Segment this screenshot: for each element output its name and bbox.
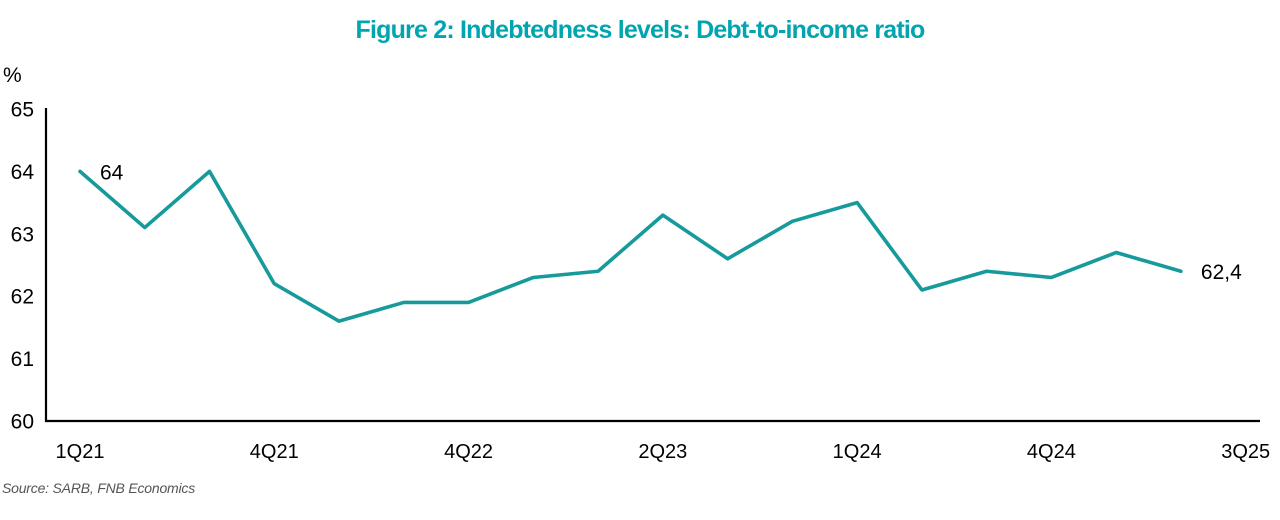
y-axis-unit-label: % — [3, 64, 22, 87]
y-tick-label: 65 — [11, 99, 34, 122]
source-note: Source: SARB, FNB Economics — [2, 480, 195, 496]
point-value-label: 62,4 — [1201, 261, 1242, 284]
x-tick-label: 4Q21 — [250, 441, 299, 463]
axis-lines — [44, 108, 1260, 423]
x-tick-label: 1Q21 — [56, 441, 105, 463]
y-tick-label: 61 — [11, 348, 34, 371]
point-value-label: 64 — [100, 161, 124, 184]
data-line — [78, 169, 1183, 323]
y-tick-label: 62 — [11, 286, 34, 309]
x-tick-label: 4Q22 — [444, 441, 493, 463]
x-tick-label: 1Q24 — [833, 441, 882, 463]
x-tick-label: 3Q25 — [1221, 441, 1270, 463]
chart-title: Figure 2: Indebtedness levels: Debt-to-i… — [355, 16, 925, 44]
y-tick-label: 63 — [11, 223, 34, 246]
y-tick-label: 60 — [11, 411, 34, 434]
x-tick-label: 4Q24 — [1027, 441, 1076, 463]
y-tick-label: 64 — [11, 161, 35, 184]
x-tick-label: 2Q23 — [638, 441, 687, 463]
